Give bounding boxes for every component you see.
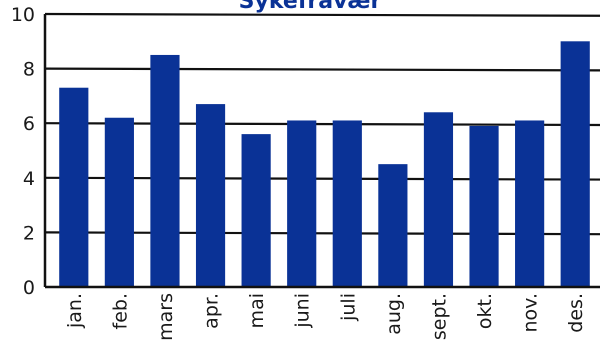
gridline-2: [44, 231, 601, 236]
gridline-10: [44, 12, 601, 17]
gridline-8: [44, 67, 601, 72]
x-tick-label: feb.: [109, 293, 131, 329]
bar-des: [560, 41, 590, 287]
bar-juni: [287, 120, 317, 287]
y-tick-label: 10: [11, 4, 35, 26]
y-tick-label: 0: [23, 277, 35, 299]
gridline-4: [44, 176, 601, 181]
x-tick-label: juli: [337, 293, 359, 322]
x-tick-label: okt.: [474, 293, 496, 329]
y-tick-label: 6: [23, 113, 35, 135]
x-tick-label: nov.: [520, 293, 542, 332]
bar-feb: [104, 117, 134, 288]
x-tick-label: jan.: [64, 293, 86, 329]
gridlines: [44, 12, 601, 236]
x-tick-label: des.: [565, 293, 587, 333]
x-tick-label: apr.: [201, 293, 223, 329]
gridline-6: [44, 122, 601, 127]
bar-mars: [150, 54, 180, 288]
y-axis-tick-labels: 0 2 4 6 8 10: [11, 4, 35, 299]
x-axis-tick-labels: jan. feb. mars apr. mai juni juli aug. sept. okt.…: [64, 293, 587, 341]
bar-mai: [241, 134, 271, 287]
bar-juli: [332, 120, 362, 287]
x-tick-label: sept.: [428, 293, 450, 340]
y-tick-label: 2: [23, 222, 35, 244]
x-tick-label: aug.: [383, 293, 405, 335]
bar-apr: [195, 104, 226, 287]
bar-jan: [59, 87, 89, 288]
y-tick-label: 8: [23, 59, 35, 81]
chart-title: Sykefravær: [239, 0, 382, 14]
x-tick-label: juni: [292, 293, 314, 329]
bar-aug: [378, 164, 408, 287]
bar-sept: [423, 112, 454, 287]
bar-okt: [469, 125, 499, 288]
bars: [59, 41, 590, 288]
x-tick-label: mars: [155, 293, 177, 341]
x-tick-label: mai: [246, 293, 268, 328]
bar-nov: [515, 120, 545, 287]
y-tick-label: 4: [23, 168, 35, 190]
